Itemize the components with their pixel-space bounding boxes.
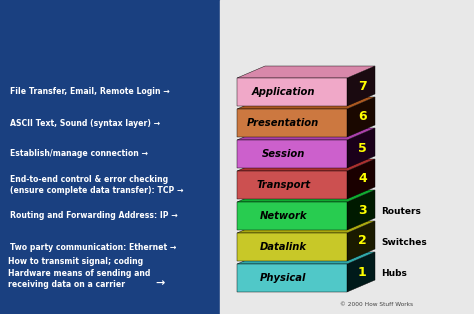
Polygon shape <box>347 97 375 137</box>
Polygon shape <box>237 190 375 202</box>
Polygon shape <box>347 128 375 168</box>
Polygon shape <box>237 221 375 233</box>
Polygon shape <box>237 140 347 168</box>
Bar <box>0 0 220 314</box>
Text: →: → <box>155 278 164 288</box>
Text: © 2000 How Stuff Works: © 2000 How Stuff Works <box>340 302 413 307</box>
Text: Routing and Forwarding Address: IP →: Routing and Forwarding Address: IP → <box>10 212 178 220</box>
Text: 1: 1 <box>358 266 367 279</box>
Text: Datalink: Datalink <box>260 242 307 252</box>
Text: 6: 6 <box>358 111 367 123</box>
Polygon shape <box>237 159 375 171</box>
Text: End-to-end control & error checking
(ensure complete data transfer): TCP →: End-to-end control & error checking (ens… <box>10 175 183 195</box>
Text: 2: 2 <box>358 235 367 247</box>
Polygon shape <box>237 233 347 261</box>
Bar <box>220 0 474 314</box>
Text: Establish/manage connection →: Establish/manage connection → <box>10 149 148 159</box>
Text: Two party communication: Ethernet →: Two party communication: Ethernet → <box>10 242 176 252</box>
Text: Physical: Physical <box>260 273 306 283</box>
Polygon shape <box>347 221 375 261</box>
Polygon shape <box>237 66 375 78</box>
Text: Switches: Switches <box>381 238 427 247</box>
Polygon shape <box>237 109 347 137</box>
Text: 5: 5 <box>358 142 367 154</box>
Text: 7: 7 <box>358 79 367 93</box>
Polygon shape <box>237 252 375 264</box>
Polygon shape <box>237 97 375 109</box>
Text: 3: 3 <box>358 203 367 216</box>
Text: ASCII Text, Sound (syntax layer) →: ASCII Text, Sound (syntax layer) → <box>10 118 160 127</box>
Polygon shape <box>237 78 347 106</box>
Polygon shape <box>237 171 347 199</box>
Text: Presentation: Presentation <box>247 118 319 128</box>
Text: Session: Session <box>262 149 305 159</box>
Polygon shape <box>347 252 375 292</box>
Polygon shape <box>347 66 375 106</box>
Text: How to transmit signal; coding
Hardware means of sending and
receiving data on a: How to transmit signal; coding Hardware … <box>8 257 150 289</box>
Polygon shape <box>237 264 347 292</box>
Text: Application: Application <box>251 87 315 97</box>
Text: Network: Network <box>259 211 307 221</box>
Polygon shape <box>237 128 375 140</box>
Text: Routers: Routers <box>381 207 421 216</box>
Polygon shape <box>237 202 347 230</box>
Text: Hubs: Hubs <box>381 269 407 278</box>
Polygon shape <box>347 190 375 230</box>
Polygon shape <box>347 159 375 199</box>
Text: 4: 4 <box>358 172 367 186</box>
Text: File Transfer, Email, Remote Login →: File Transfer, Email, Remote Login → <box>10 88 170 96</box>
Text: Transport: Transport <box>256 180 310 190</box>
